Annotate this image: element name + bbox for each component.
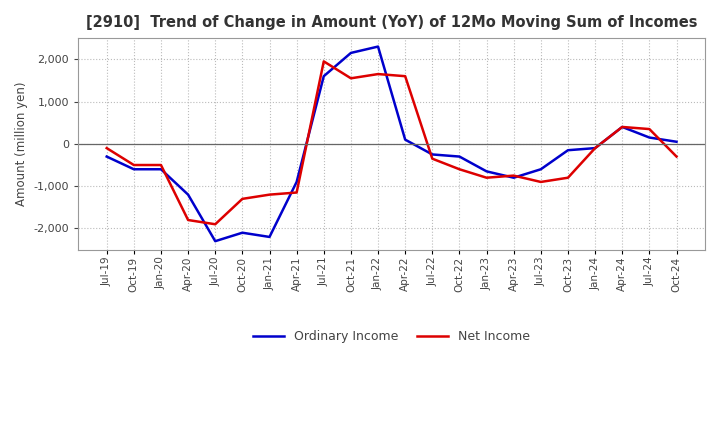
Ordinary Income bbox=[591, 146, 600, 151]
Net Income bbox=[509, 173, 518, 178]
Net Income bbox=[157, 162, 166, 168]
Ordinary Income bbox=[509, 175, 518, 180]
Ordinary Income bbox=[292, 180, 301, 185]
Legend: Ordinary Income, Net Income: Ordinary Income, Net Income bbox=[246, 323, 536, 349]
Ordinary Income bbox=[184, 192, 192, 197]
Net Income bbox=[238, 196, 247, 202]
Net Income bbox=[292, 190, 301, 195]
Ordinary Income bbox=[482, 169, 491, 174]
Ordinary Income bbox=[455, 154, 464, 159]
Net Income bbox=[428, 156, 436, 161]
Ordinary Income bbox=[211, 238, 220, 244]
Net Income bbox=[618, 125, 626, 130]
Ordinary Income bbox=[536, 167, 545, 172]
Net Income bbox=[102, 146, 111, 151]
Net Income bbox=[482, 175, 491, 180]
Net Income bbox=[591, 146, 600, 151]
Net Income bbox=[564, 175, 572, 180]
Ordinary Income bbox=[130, 167, 138, 172]
Net Income bbox=[672, 154, 681, 159]
Ordinary Income bbox=[265, 235, 274, 240]
Ordinary Income bbox=[645, 135, 654, 140]
Ordinary Income bbox=[564, 147, 572, 153]
Ordinary Income bbox=[320, 73, 328, 79]
Ordinary Income bbox=[401, 137, 410, 142]
Net Income bbox=[374, 71, 382, 77]
Line: Net Income: Net Income bbox=[107, 61, 677, 224]
Ordinary Income bbox=[428, 152, 436, 157]
Net Income bbox=[401, 73, 410, 79]
Ordinary Income bbox=[618, 125, 626, 130]
Y-axis label: Amount (million yen): Amount (million yen) bbox=[15, 82, 28, 206]
Net Income bbox=[211, 222, 220, 227]
Net Income bbox=[455, 167, 464, 172]
Net Income bbox=[346, 76, 355, 81]
Ordinary Income bbox=[102, 154, 111, 159]
Net Income bbox=[265, 192, 274, 197]
Ordinary Income bbox=[157, 167, 166, 172]
Ordinary Income bbox=[238, 230, 247, 235]
Ordinary Income bbox=[346, 50, 355, 55]
Net Income bbox=[536, 180, 545, 185]
Line: Ordinary Income: Ordinary Income bbox=[107, 47, 677, 241]
Net Income bbox=[645, 126, 654, 132]
Net Income bbox=[320, 59, 328, 64]
Ordinary Income bbox=[672, 139, 681, 144]
Net Income bbox=[184, 217, 192, 223]
Ordinary Income bbox=[374, 44, 382, 49]
Net Income bbox=[130, 162, 138, 168]
Title: [2910]  Trend of Change in Amount (YoY) of 12Mo Moving Sum of Incomes: [2910] Trend of Change in Amount (YoY) o… bbox=[86, 15, 698, 30]
